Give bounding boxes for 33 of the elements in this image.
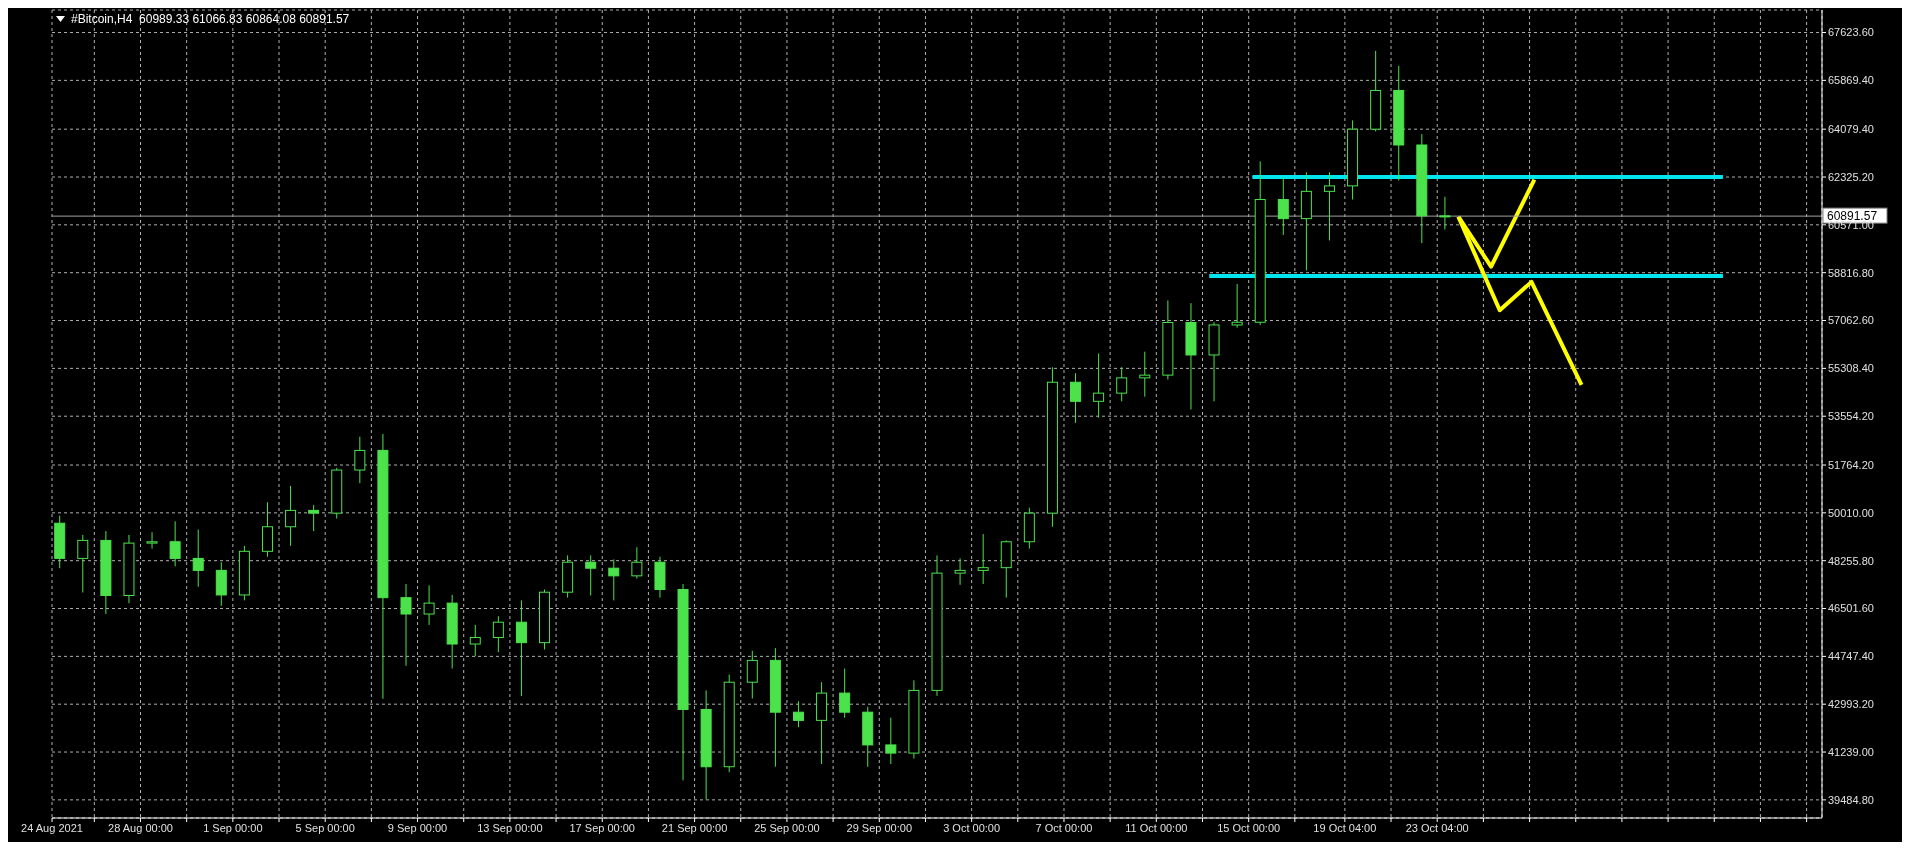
- y-tick-label: 67623.60: [1828, 26, 1874, 39]
- y-tick-label: 50010.00: [1828, 506, 1874, 519]
- x-tick-label: 28 Aug 00:00: [108, 821, 173, 834]
- y-tick-label: 42993.20: [1828, 698, 1874, 711]
- y-tick-label: 46501.60: [1828, 602, 1874, 615]
- y-tick-label: 39484.80: [1828, 793, 1874, 806]
- x-tick-label: 21 Sep 00:00: [661, 821, 728, 834]
- y-tick-label: 48255.80: [1828, 554, 1874, 567]
- x-tick-label: 9 Sep 00:00: [387, 821, 448, 834]
- y-tick-label: 41239.00: [1828, 745, 1874, 758]
- x-tick-label: 13 Sep 00:00: [477, 821, 543, 834]
- x-tick-label: 24 Aug 2021: [21, 821, 83, 834]
- x-tick-label: 15 Oct 00:00: [1217, 821, 1281, 834]
- x-tick-label: 11 Oct 00:00: [1125, 821, 1188, 834]
- y-tick-label: 44747.40: [1828, 650, 1874, 663]
- x-tick-label: 25 Sep 00:00: [754, 821, 820, 834]
- y-tick-label: 62325.20: [1828, 170, 1874, 183]
- y-tick-label: 58816.80: [1828, 266, 1874, 279]
- x-tick-label: 5 Sep 00:00: [295, 821, 355, 834]
- x-tick-label: 19 Oct 04:00: [1313, 821, 1377, 834]
- y-tick-label: 55308.40: [1828, 362, 1874, 375]
- y-tick-label: 51764.20: [1828, 458, 1874, 471]
- x-tick-label: 1 Sep 00:00: [203, 821, 263, 834]
- x-tick-label: 3 Oct 00:00: [943, 821, 1001, 834]
- x-tick-label: 23 Oct 04:00: [1405, 821, 1469, 834]
- y-tick-label: 57062.60: [1828, 314, 1874, 327]
- x-tick-label: 17 Sep 00:00: [569, 821, 635, 834]
- y-tick-label: 64079.40: [1828, 123, 1874, 136]
- x-tick-label: 29 Sep 00:00: [846, 821, 913, 834]
- y-tick-label: 53554.20: [1828, 410, 1874, 423]
- chart-title: #Bitcoin,H4 60989.33 61066.83 60864.08 60891.57: [71, 12, 350, 26]
- x-tick-label: 7 Oct 00:00: [1035, 821, 1093, 834]
- y-tick-label: 65869.40: [1828, 74, 1874, 87]
